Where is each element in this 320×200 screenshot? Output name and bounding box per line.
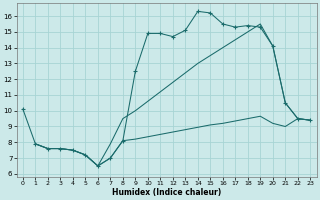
X-axis label: Humidex (Indice chaleur): Humidex (Indice chaleur) <box>112 188 221 197</box>
